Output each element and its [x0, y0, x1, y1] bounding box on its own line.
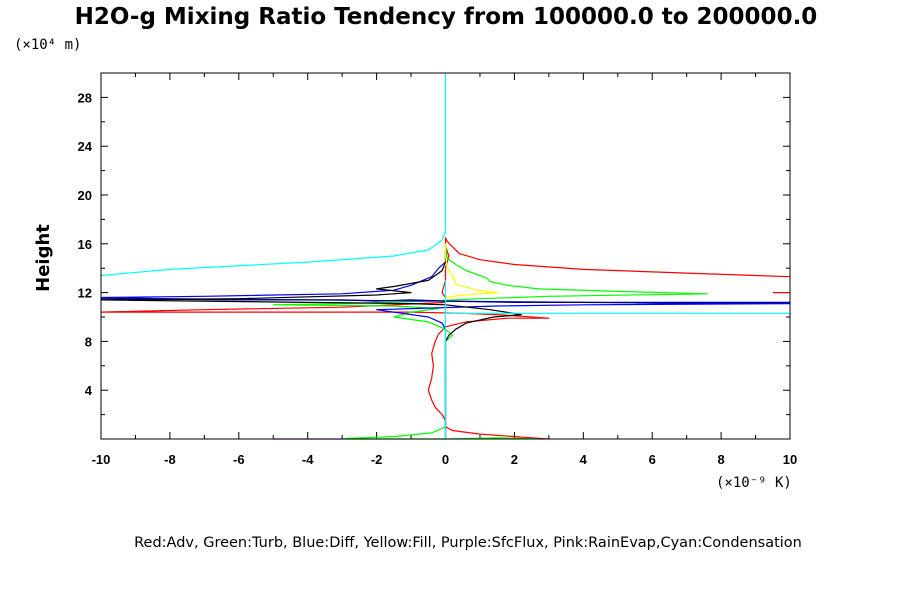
x-tick-label: -8 [164, 452, 176, 467]
series-line-2 [272, 243, 708, 440]
y-unit-label: (×10⁴ m) [14, 37, 81, 53]
x-tick-label: -2 [371, 452, 383, 467]
x-unit-label: (×10⁻⁹ K) [716, 475, 792, 491]
plot-frame [100, 72, 791, 440]
x-tick-label: 8 [717, 452, 724, 467]
series-line-4 [100, 298, 790, 303]
x-tick-label: 2 [511, 452, 518, 467]
y-tick-label: 24 [78, 139, 93, 154]
series-line-8 [444, 280, 790, 314]
series-line-6 [444, 243, 498, 299]
y-tick-label: 16 [78, 237, 92, 252]
x-tick-label: 10 [783, 452, 797, 467]
chart-title: H2O-g Mixing Ratio Tendency from 100000.… [75, 4, 818, 30]
x-tick-label: -10 [92, 452, 111, 467]
x-tick-label: -4 [302, 452, 314, 467]
y-tick-label: 4 [85, 383, 93, 398]
y-axis-label: Height [33, 224, 54, 292]
y-tick-label: 8 [85, 334, 92, 349]
x-tick-label: -6 [233, 452, 245, 467]
series-line-5 [100, 251, 522, 439]
x-tick-label: 6 [649, 452, 656, 467]
y-tick-label: 28 [78, 90, 92, 105]
x-tick-label: 4 [580, 452, 588, 467]
series-legend-note: Red:Adv, Green:Turb, Blue:Diff, Yellow:F… [134, 535, 802, 551]
y-tick-label: 12 [78, 286, 92, 301]
series-line-7 [100, 73, 447, 277]
x-tick-label: 0 [442, 452, 449, 467]
series-line-0 [100, 237, 791, 440]
y-tick-label: 20 [78, 188, 92, 203]
